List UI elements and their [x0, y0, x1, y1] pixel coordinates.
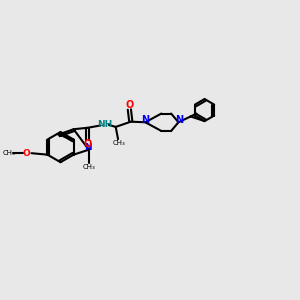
Text: O: O — [83, 139, 92, 149]
Text: CH₃: CH₃ — [112, 140, 125, 146]
Text: O: O — [125, 100, 134, 110]
Text: N: N — [142, 115, 150, 125]
Text: N: N — [175, 115, 183, 125]
Text: CH₃: CH₃ — [2, 150, 15, 156]
Text: CH₃: CH₃ — [82, 164, 95, 169]
Text: NH: NH — [97, 120, 112, 129]
Text: N: N — [84, 143, 92, 152]
Text: O: O — [23, 149, 31, 158]
